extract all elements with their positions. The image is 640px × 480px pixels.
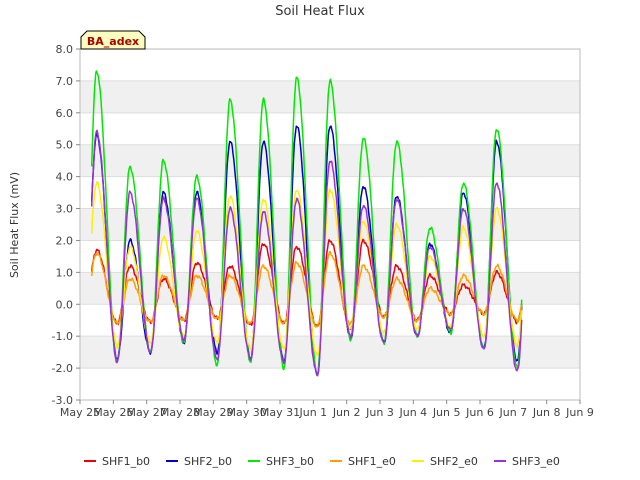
legend-label: SHF1_b0 xyxy=(102,455,150,468)
badge: BA_adex xyxy=(80,30,146,50)
legend-label: SHF2_e0 xyxy=(430,455,478,468)
y-tick-label: 1.0 xyxy=(56,266,74,279)
y-tick-label: -2.0 xyxy=(52,362,73,375)
x-tick-label: May 28 xyxy=(160,406,200,419)
y-tick-label: 5.0 xyxy=(56,139,74,152)
series-line-shf3-e0 xyxy=(90,129,523,377)
x-tick-label: Jun 7 xyxy=(498,406,527,419)
y-tick-label: 6.0 xyxy=(56,107,74,120)
legend-label: SHF3_b0 xyxy=(266,455,314,468)
y-tick-label: -3.0 xyxy=(52,394,73,407)
x-tick-label: Jun 3 xyxy=(365,406,394,419)
x-tick-label: Jun 1 xyxy=(298,406,327,419)
y-tick-label: 4.0 xyxy=(56,171,74,184)
plot-band xyxy=(80,336,580,369)
y-tick-label: 0.0 xyxy=(56,298,74,311)
x-tick-label: Jun 2 xyxy=(332,406,361,419)
x-tick-label: Jun 8 xyxy=(532,406,561,419)
chart-title: Soil Heat Flux xyxy=(275,4,365,19)
legend-label: SHF1_e0 xyxy=(348,455,396,468)
series-layer xyxy=(90,70,523,377)
x-tick-label: Jun 4 xyxy=(398,406,427,419)
x-tick-label: May 27 xyxy=(127,406,167,419)
x-tick-label: May 26 xyxy=(93,406,133,419)
y-tick-label: 2.0 xyxy=(56,234,74,247)
y-tick-label: 7.0 xyxy=(56,75,74,88)
plot-band xyxy=(80,80,580,113)
x-tick-label: Jun 9 xyxy=(565,406,594,419)
x-tick-label: Jun 6 xyxy=(465,406,494,419)
legend-label: SHF3_e0 xyxy=(512,455,560,468)
legend: SHF1_b0 SHF2_b0 SHF3_b0 SHF1_e0 SHF2_e0 SHF3_… xyxy=(84,455,560,468)
y-tick-label: 8.0 xyxy=(56,43,74,56)
x-tick-label: Jun 5 xyxy=(432,406,461,419)
legend-label: SHF2_b0 xyxy=(184,455,232,468)
x-tick-label: May 30 xyxy=(227,406,267,419)
badge-shape xyxy=(80,30,146,50)
plot-band xyxy=(80,144,580,177)
y-tick-label: 3.0 xyxy=(56,203,74,216)
y-tick-label: -1.0 xyxy=(52,330,73,343)
series-line-shf2-e0 xyxy=(90,181,523,356)
x-tick-label: May 29 xyxy=(193,406,233,419)
axes xyxy=(79,48,581,401)
y-ticks: -3.0 -2.0 -1.0 0.0 1.0 2.0 3.0 4.0 5.0 6.0 7.0 8.0 xyxy=(52,43,80,407)
x-tick-label: May 31 xyxy=(260,406,300,419)
badge-label: BA_adex xyxy=(87,35,139,48)
series-line-shf3-b0 xyxy=(90,70,523,377)
plot-band xyxy=(80,208,580,241)
x-tick-label: May 25 xyxy=(60,406,100,419)
y-axis-label: Soil Heat Flux (mV) xyxy=(8,172,21,278)
plot-frame xyxy=(79,48,581,401)
